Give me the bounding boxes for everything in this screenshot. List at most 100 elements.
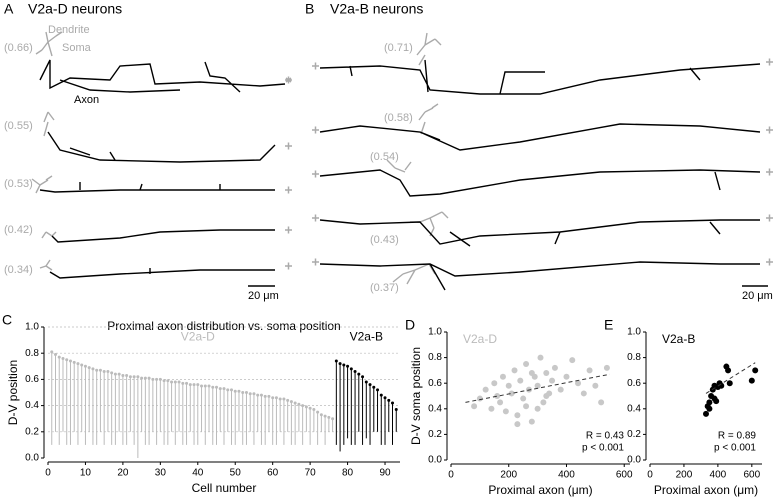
soma-position: (0.55)	[4, 120, 33, 132]
point	[557, 386, 564, 393]
stat-p: p < 0.001	[582, 443, 624, 454]
point	[575, 380, 582, 387]
soma-dot	[177, 380, 181, 384]
y-tick-label: 0.4	[627, 403, 641, 414]
soma-dot	[147, 376, 151, 380]
point	[580, 390, 587, 397]
soma-position: (0.53)	[4, 178, 33, 190]
point	[706, 405, 713, 412]
point	[551, 364, 558, 371]
y-tick-label: 1.0	[25, 322, 39, 333]
label-dendrite: Dendrite	[48, 24, 90, 36]
soma-dot	[301, 404, 305, 408]
soma-dot	[372, 385, 376, 389]
soma-dot	[346, 364, 350, 368]
soma-dot	[102, 370, 106, 374]
point	[528, 369, 535, 376]
soma-dot	[113, 372, 117, 376]
soma-dot	[110, 371, 114, 375]
soma-dot	[140, 376, 144, 380]
point	[543, 393, 550, 399]
x-tick-label: 50	[230, 468, 242, 479]
y-tick-label: 0.6	[428, 378, 442, 389]
soma-dot	[312, 408, 316, 412]
y-tick-label: 0.8	[25, 348, 39, 359]
y-tick-label: 0.0	[428, 455, 442, 466]
soma-dot	[200, 384, 204, 388]
x-tick-label: 90	[379, 468, 391, 479]
soma-dot	[162, 379, 166, 383]
soma-position: (0.54)	[370, 151, 399, 163]
point	[482, 386, 489, 393]
soma-dot	[252, 392, 256, 396]
y-tick-label: 0.0	[627, 455, 641, 466]
y-tick-label: 0.2	[428, 429, 442, 440]
y-tick-label: 0.8	[627, 352, 641, 363]
soma-dot	[87, 366, 91, 370]
soma-position: (0.42)	[4, 224, 33, 236]
stat-p: p < 0.001	[714, 443, 756, 454]
soma-dot	[95, 368, 99, 372]
soma-dot	[241, 391, 245, 394]
soma-dot	[271, 396, 275, 400]
soma-dot	[364, 380, 368, 384]
soma-dot	[76, 362, 80, 366]
point	[725, 367, 732, 374]
soma-dot	[155, 377, 159, 381]
soma-dot	[132, 375, 136, 379]
soma-dot	[117, 372, 121, 376]
point	[511, 367, 518, 374]
soma-dot	[173, 380, 177, 384]
soma-dot	[319, 413, 323, 417]
series-label: V2a-D	[181, 330, 215, 344]
point	[563, 373, 570, 380]
soma-dot	[353, 370, 357, 374]
point	[726, 380, 733, 387]
panel-letter: A	[4, 1, 14, 17]
point	[543, 369, 550, 376]
point	[537, 354, 544, 361]
x-axis-label: Proximal axon (μm)	[488, 483, 592, 497]
soma-position: (0.66)	[4, 42, 33, 54]
soma-dot	[316, 410, 320, 414]
soma-dot	[304, 405, 308, 409]
point	[502, 408, 509, 415]
soma-dot	[376, 388, 380, 392]
point	[603, 364, 610, 371]
y-tick-label: 0.0	[25, 453, 39, 464]
y-tick-label: 0.4	[25, 400, 39, 411]
soma-dot	[237, 389, 241, 393]
soma-dot	[368, 383, 372, 387]
soma-dot	[151, 377, 155, 381]
soma-dot	[259, 393, 263, 397]
soma-dot	[57, 355, 61, 359]
soma-dot	[387, 398, 391, 402]
soma-dot	[226, 388, 230, 392]
soma-dot	[391, 401, 395, 405]
point	[505, 382, 512, 389]
soma-position: (0.71)	[384, 42, 413, 54]
point	[703, 410, 709, 417]
soma-dot	[170, 380, 174, 384]
point	[514, 421, 521, 428]
panel-title: V2a-D neurons	[28, 1, 122, 17]
x-tick-label: 200	[676, 470, 693, 481]
point	[586, 367, 593, 374]
soma-dot	[267, 394, 271, 398]
point	[476, 395, 483, 402]
soma-dot	[323, 414, 327, 418]
soma-dot	[143, 376, 147, 380]
point	[713, 398, 720, 405]
soma-dot	[121, 373, 125, 377]
point	[534, 382, 541, 389]
soma-dot	[91, 367, 95, 371]
soma-dot	[349, 367, 353, 371]
x-axis-label: Cell number	[192, 481, 257, 495]
point	[508, 390, 515, 397]
point	[488, 405, 495, 412]
x-tick-label: 400	[558, 470, 575, 481]
panel-letter: D	[405, 317, 415, 333]
point	[592, 382, 599, 389]
point	[514, 412, 521, 419]
soma-dot	[357, 372, 361, 376]
